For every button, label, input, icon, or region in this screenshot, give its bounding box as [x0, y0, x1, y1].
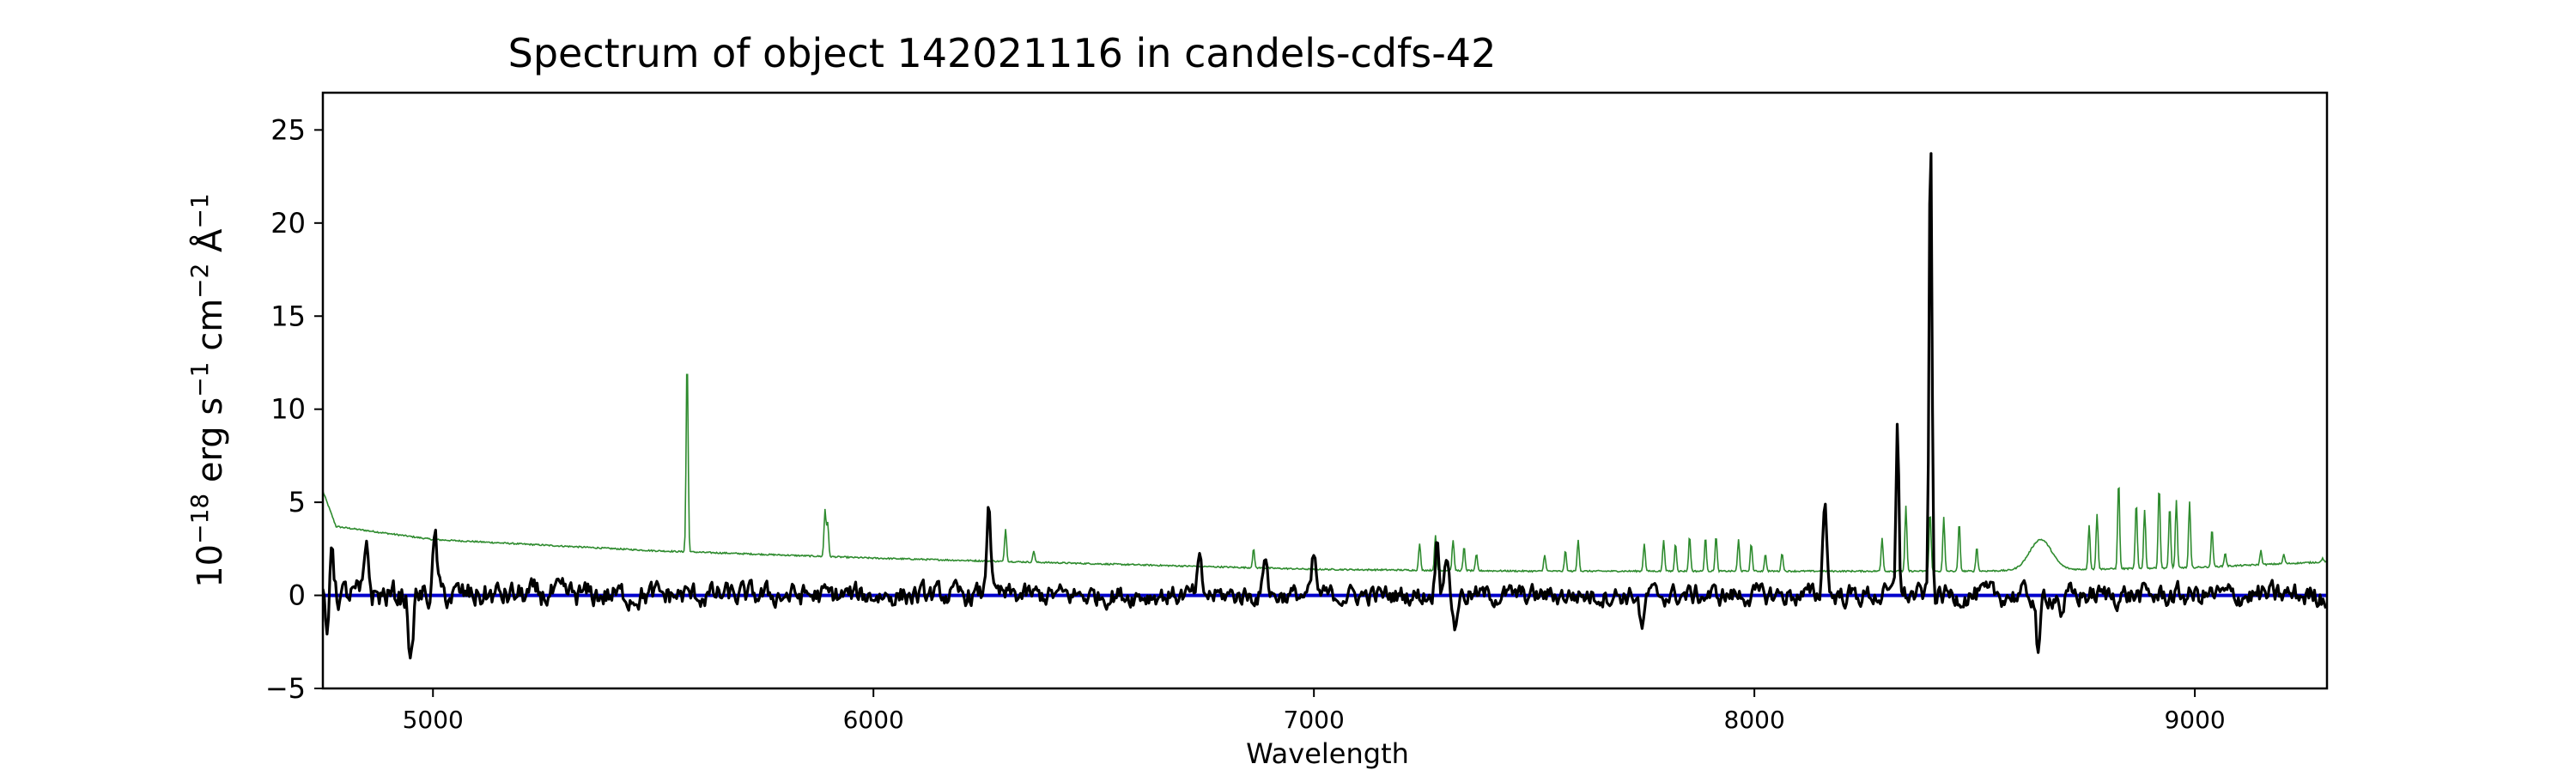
chart-title: Spectrum of object 142021116 in candels-…	[508, 30, 1497, 76]
y-label-segment: Å	[189, 228, 230, 264]
y-axis-label: 10−18 erg s−1 cm−2 Å−1	[185, 193, 230, 588]
y-tick-label: 0	[289, 579, 306, 612]
object-spectrum-line	[323, 152, 2327, 660]
y-tick-label: 20	[270, 207, 306, 239]
y-label-segment: erg s	[191, 397, 230, 494]
plot-frame	[321, 91, 2329, 690]
y-tick-label: 10	[270, 393, 306, 426]
x-tick-label: 6000	[843, 706, 904, 734]
sky-spectrum-line	[323, 373, 2327, 573]
axis-ticks: 5000 6000 7000 8000 9000 −5 0 5 10 15 20 25	[265, 113, 2226, 734]
x-tick-label: 7000	[1284, 706, 1345, 734]
y-tick-label: 15	[270, 300, 306, 332]
x-tick-label: 5000	[403, 706, 464, 734]
x-tick-label: 9000	[2164, 706, 2225, 734]
x-tick-label: 8000	[1724, 706, 1785, 734]
y-label-superscript: −1	[185, 362, 214, 397]
series-layer	[323, 152, 2327, 660]
y-tick-label: 25	[270, 113, 306, 146]
y-label-segment: 10	[191, 544, 230, 588]
y-tick-label: 5	[289, 486, 306, 518]
y-axis-label-text: 10−18 erg s−1 cm−2 Å−1	[185, 193, 230, 588]
y-label-superscript: −18	[185, 494, 214, 544]
y-tick-label: −5	[265, 672, 306, 705]
y-label-segment: cm	[191, 299, 230, 362]
x-axis-label: Wavelength	[1246, 737, 1409, 770]
y-label-superscript: −1	[185, 193, 214, 228]
y-label-superscript: −2	[185, 264, 214, 299]
